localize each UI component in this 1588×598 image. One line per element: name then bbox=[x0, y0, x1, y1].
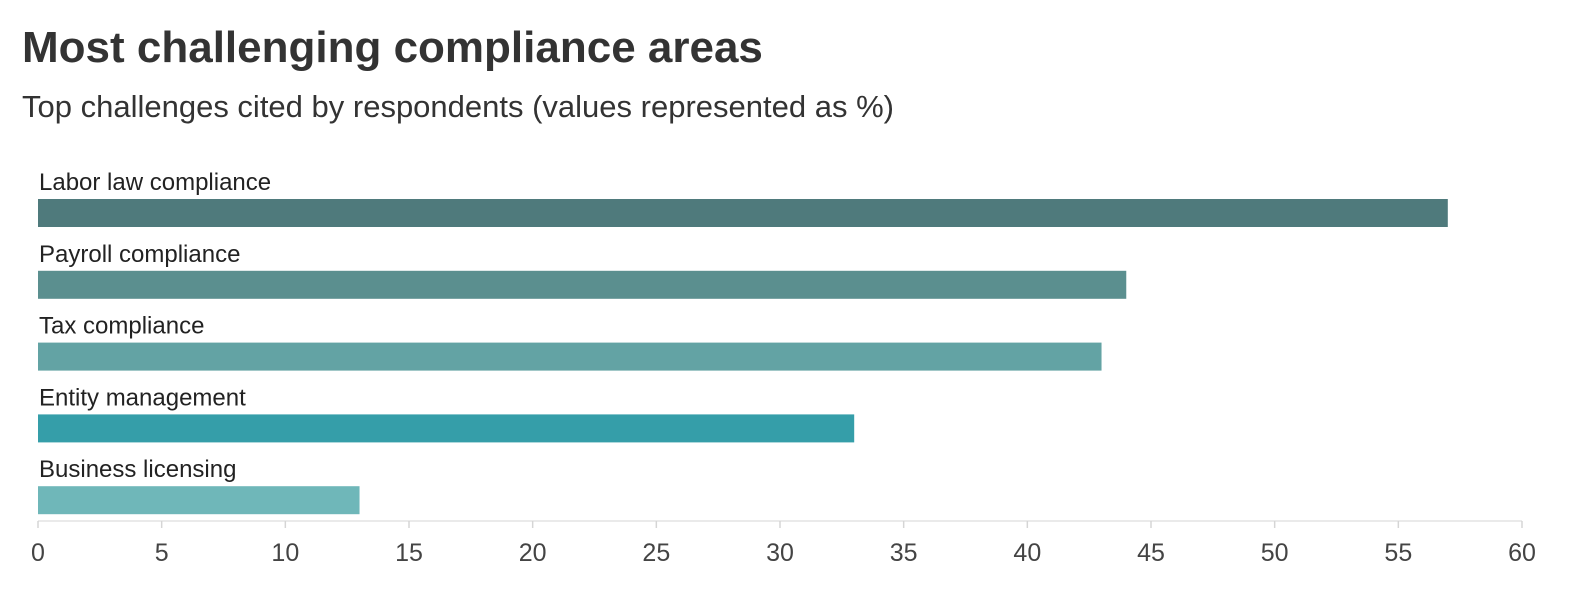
bar bbox=[38, 270, 1127, 299]
chart-title: Most challenging compliance areas bbox=[22, 23, 763, 72]
x-tick-label: 25 bbox=[642, 539, 670, 567]
chart-subtitle: Top challenges cited by respondents (val… bbox=[22, 89, 894, 124]
category-label: Payroll compliance bbox=[39, 241, 240, 268]
x-tick-label: 60 bbox=[1508, 539, 1536, 567]
bar bbox=[38, 414, 855, 443]
bar bbox=[38, 342, 1102, 371]
category-label: Tax compliance bbox=[39, 313, 204, 340]
x-tick-label: 40 bbox=[1013, 539, 1041, 567]
x-tick-label: 45 bbox=[1137, 539, 1165, 567]
x-axis: 0 5 10 15 20 25 30 35 40 45 50 55 60 bbox=[31, 520, 1536, 567]
x-tick-label: 50 bbox=[1261, 539, 1289, 567]
category-label: Entity management bbox=[39, 384, 246, 411]
category-label: Business licensing bbox=[39, 456, 236, 483]
x-tick-label: 35 bbox=[890, 539, 918, 567]
x-tick-label: 30 bbox=[766, 539, 794, 567]
x-tick-label: 15 bbox=[395, 539, 423, 567]
bars-layer: Labor law compliance Payroll compliance Ta… bbox=[38, 169, 1448, 515]
x-tick-label: 20 bbox=[519, 539, 547, 567]
x-tick-label: 5 bbox=[155, 539, 169, 567]
x-tick-label: 55 bbox=[1384, 539, 1412, 567]
bar bbox=[38, 486, 360, 515]
x-tick-label: 0 bbox=[31, 539, 45, 567]
bar bbox=[38, 199, 1448, 227]
x-tick-label: 10 bbox=[271, 539, 299, 567]
category-label: Labor law compliance bbox=[39, 169, 271, 196]
